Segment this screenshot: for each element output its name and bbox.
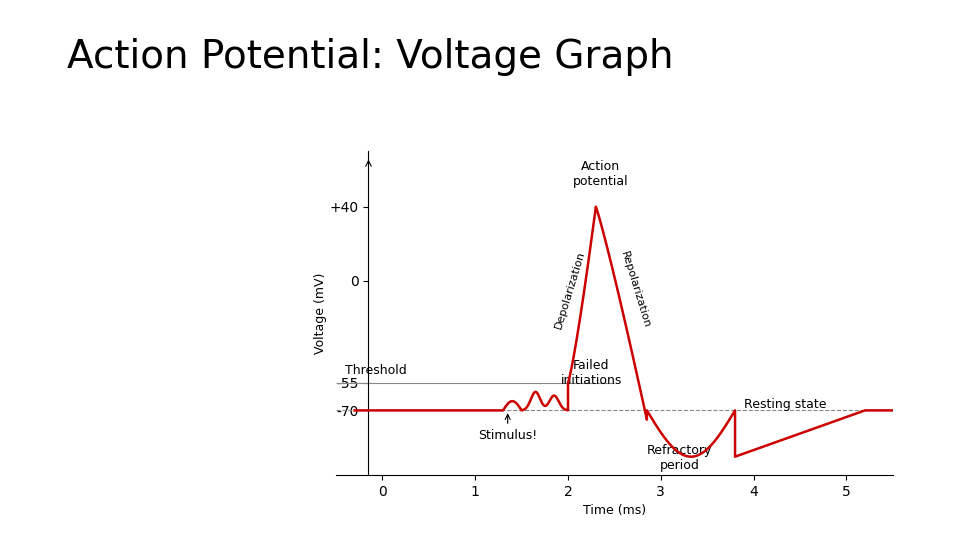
Text: Resting state: Resting state bbox=[744, 399, 827, 411]
Text: Repolarization: Repolarization bbox=[618, 251, 651, 329]
Text: Action
potential: Action potential bbox=[573, 160, 628, 188]
X-axis label: Time (ms): Time (ms) bbox=[583, 504, 646, 517]
Text: Depolarization: Depolarization bbox=[553, 250, 587, 330]
Text: Stimulus!: Stimulus! bbox=[478, 414, 538, 442]
Text: Action Potential: Voltage Graph: Action Potential: Voltage Graph bbox=[67, 38, 674, 76]
Text: Threshold: Threshold bbox=[346, 364, 407, 377]
Y-axis label: Voltage (mV): Voltage (mV) bbox=[314, 273, 326, 354]
Text: Failed
initiations: Failed initiations bbox=[561, 360, 622, 387]
Text: Refractory
period: Refractory period bbox=[647, 444, 712, 472]
